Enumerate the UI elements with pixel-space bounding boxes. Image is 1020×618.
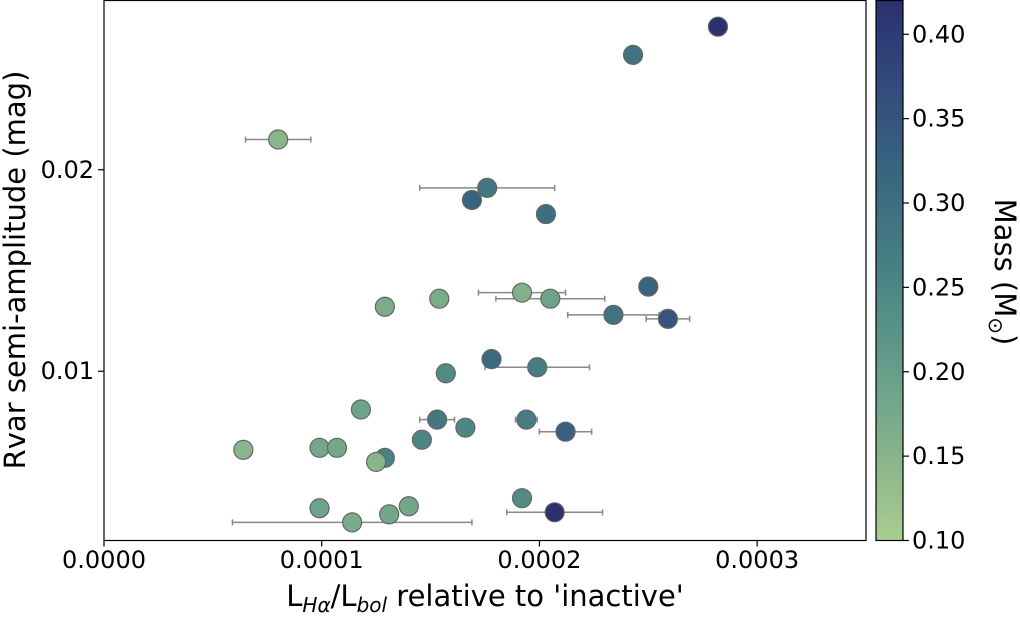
scatter-point <box>555 421 576 442</box>
scatter-point <box>435 363 456 384</box>
error-bars <box>231 23 728 526</box>
x-tick-label: 0.0000 <box>62 546 146 574</box>
scatter-point <box>603 304 624 325</box>
scatter-point <box>544 502 565 523</box>
scatter-point <box>350 399 372 420</box>
scatter-point <box>366 451 387 473</box>
scatter-point <box>535 203 557 225</box>
colorbar-ticks: 0.10 0.15 0.20 0.25 0.30 0.35 0.40 <box>903 20 965 555</box>
data-points <box>233 16 729 533</box>
scatter-point <box>342 512 363 533</box>
colorbar-tick-label: 0.15 <box>912 442 965 470</box>
scatter-point <box>461 189 483 211</box>
x-tick-label: 0.0001 <box>280 546 364 574</box>
scatter-point <box>309 437 330 458</box>
colorbar-tick-label: 0.30 <box>912 189 965 217</box>
scatter-point <box>309 498 330 519</box>
y-tick-label: 0.01 <box>41 357 94 385</box>
scatter-point <box>398 496 419 517</box>
scatter-point <box>374 296 395 317</box>
scatter-point <box>622 44 644 66</box>
x-tick-label: 0.0003 <box>715 546 799 574</box>
colorbar-tick-label: 0.20 <box>912 358 965 386</box>
scatter-point <box>527 357 548 378</box>
scatter-point <box>411 429 432 450</box>
y-axis-ticks: 0.01 0.02 <box>41 156 104 385</box>
scatter-point <box>511 282 533 303</box>
scatter-point <box>707 16 729 37</box>
colorbar-title: Mass (M⊙) <box>984 199 1020 346</box>
scatter-point <box>516 409 537 430</box>
colorbar-tick-label: 0.25 <box>912 273 965 301</box>
colorbar-tick-label: 0.35 <box>912 105 965 133</box>
scatter-point <box>477 177 498 198</box>
x-axis-ticks: 0.0000 0.0001 0.0002 0.0003 <box>62 540 799 574</box>
colorbar <box>875 0 904 542</box>
scatter-point <box>481 349 502 370</box>
colorbar-tick-label: 0.10 <box>912 527 965 555</box>
colorbar-tick-label: 0.40 <box>912 20 965 48</box>
y-tick-label: 0.02 <box>41 156 94 184</box>
scatter-point <box>233 439 254 460</box>
scatter-point <box>638 276 659 297</box>
y-axis-title: Rvar semi-amplitude (mag) <box>0 71 32 470</box>
scatter-point <box>379 504 400 525</box>
scatter-point <box>268 129 289 150</box>
scatter-point <box>657 308 678 329</box>
scatter-point <box>540 288 561 309</box>
x-axis-title: LHα/Lbol relative to 'inactive' <box>286 579 684 617</box>
scatter-point <box>429 288 450 309</box>
scatter-point <box>455 417 476 438</box>
scatter-point <box>427 409 448 430</box>
scatter-point <box>511 488 533 509</box>
scatter-point <box>326 437 348 458</box>
plot-frame <box>103 0 867 542</box>
x-tick-label: 0.0002 <box>497 546 581 574</box>
